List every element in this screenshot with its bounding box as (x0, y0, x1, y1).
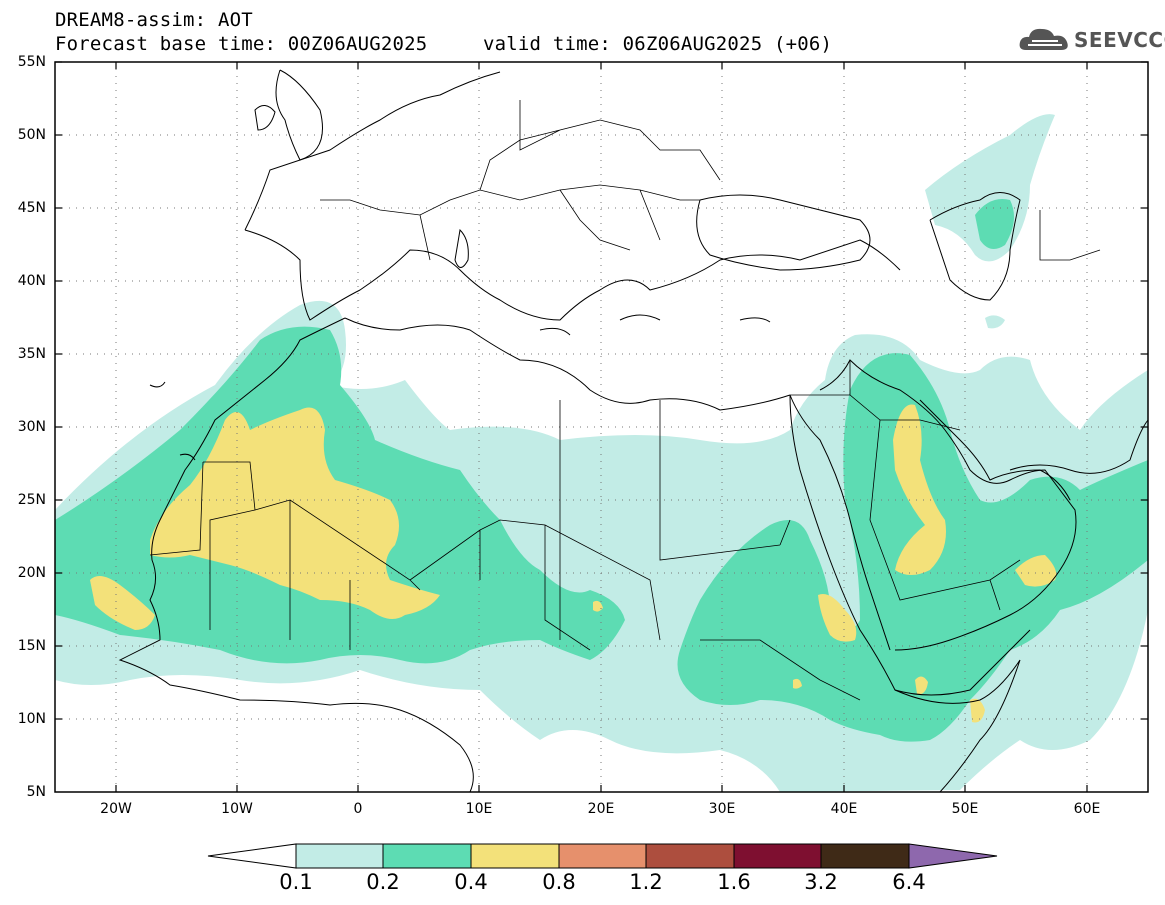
colorbar-label: 0.4 (454, 870, 488, 894)
lon-label: 10E (465, 801, 493, 817)
coastline-caspian (929, 192, 1021, 301)
aot-level-0.4-small4 (793, 678, 802, 689)
colorbar-label: 6.4 (892, 870, 926, 894)
lat-label: 50N (17, 127, 46, 143)
colorbar-bin-4 (558, 843, 647, 869)
lat-label: 35N (17, 346, 46, 362)
lat-label: 25N (17, 492, 46, 508)
logo-text: SEEVCCC (1074, 28, 1165, 52)
lat-label: 20N (17, 565, 46, 581)
seevccc-logo: SEEVCCC (1018, 24, 1165, 56)
aot-level-0.4-oman (1015, 555, 1057, 587)
coastline-horn-africa (894, 659, 1021, 792)
colorbar-label: 1.2 (629, 870, 663, 894)
border-lines-middle-east (790, 210, 1101, 611)
border-lines-africa (149, 400, 861, 701)
aot-level-0.4-small2 (915, 676, 928, 695)
lon-label: 0 (353, 801, 363, 817)
lon-label: 50E (951, 801, 979, 817)
colorbar-bin-3 (470, 843, 560, 869)
forecast-times: Forecast base time: 00Z06AUG2025 valid ti… (55, 33, 832, 55)
coastline-west-africa (118, 317, 474, 792)
coastline-arabia (819, 359, 1077, 651)
coastline-persian-gulf (919, 399, 1071, 501)
lat-label: 40N (17, 273, 46, 289)
lat-label: 5N (26, 784, 46, 800)
colorbar-bin-6 (733, 843, 822, 869)
lat-label: 45N (17, 200, 46, 216)
lat-label: 15N (17, 638, 46, 654)
colorbar-bin-7 (820, 843, 910, 869)
colorbar-bin-2 (382, 843, 472, 869)
coastline-canary (149, 381, 196, 461)
lat-label: 55N (17, 54, 46, 70)
coastline-iran-india (1009, 419, 1148, 474)
colorbar-label: 0.8 (542, 870, 576, 894)
lon-label: 20E (587, 801, 615, 817)
coastline-black-sea (696, 194, 871, 271)
lon-label: 60E (1073, 801, 1101, 817)
map-title: DREAM8-assim: AOT (55, 9, 253, 31)
colorbar-under-triangle (207, 843, 297, 869)
axis-ticks (55, 61, 1148, 792)
lon-label: 20W (100, 801, 132, 817)
aot-level-0.4-mauritania (90, 576, 155, 630)
base-time: Forecast base time: 00Z06AUG2025 (55, 33, 428, 55)
colorbar-bin-1 (295, 843, 384, 869)
coastline-red-sea (789, 394, 1031, 696)
aot-level-0.2-caspian (975, 199, 1014, 249)
aot-level-0.4-arabia (893, 404, 946, 575)
colorbar (207, 843, 998, 869)
border-lines-europe (320, 100, 721, 261)
lat-label: 10N (17, 711, 46, 727)
lat-lon-grid (55, 62, 1148, 792)
coastline-mediterranean-islands (454, 228, 771, 336)
colorbar-label: 0.1 (279, 870, 313, 894)
valid-time: valid time: 06Z06AUG2025 (+06) (483, 33, 833, 55)
aot-level-0.4-eritrea (818, 594, 857, 642)
aot-level-0.4-small3 (970, 698, 985, 723)
aot-level-0.1-caspian (925, 114, 1055, 262)
lon-label: 40E (830, 801, 858, 817)
colorbar-label: 0.2 (366, 870, 400, 894)
cloud-icon (1019, 28, 1068, 50)
colorbar-bin-5 (645, 843, 735, 869)
lon-label: 30E (708, 801, 736, 817)
coastline-uk (254, 69, 323, 161)
aot-shading (55, 114, 1148, 792)
aot-level-0.1-small (985, 315, 1005, 329)
lat-label: 30N (17, 419, 46, 435)
coastlines (118, 69, 1148, 792)
colorbar-label: 1.6 (717, 870, 751, 894)
coastline-europe (244, 71, 901, 321)
colorbar-label: 3.2 (804, 870, 838, 894)
borders (149, 100, 1101, 701)
lon-label: 10W (221, 801, 253, 817)
aot-level-0.4-sahara (150, 407, 440, 619)
coastline-north-africa (344, 317, 791, 411)
colorbar-over-triangle (908, 843, 998, 869)
